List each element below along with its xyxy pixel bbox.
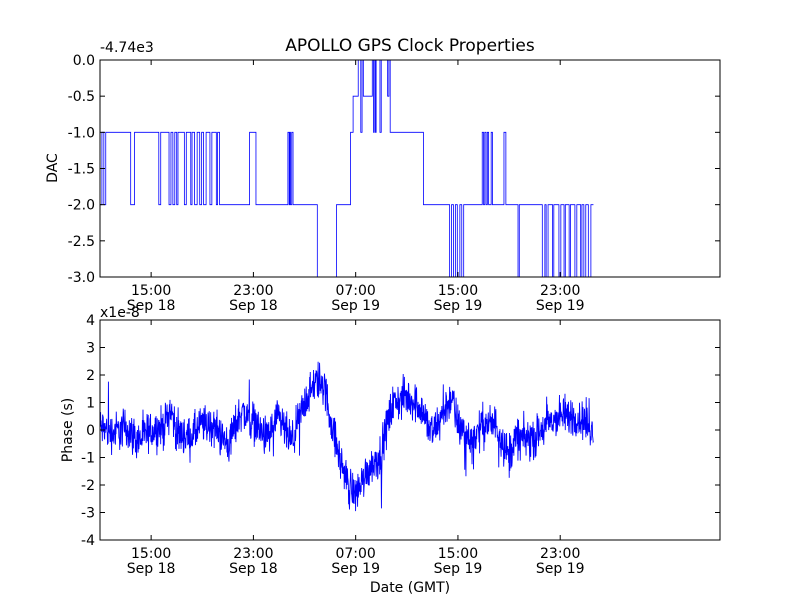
phase-xtick-date-label: Sep 19 [434,561,483,577]
phase-xtick-date-label: Sep 19 [536,561,585,577]
phase-xtick-time-label: 07:00 [335,546,375,562]
phase-xtick-date-label: Sep 19 [331,561,380,577]
phase-xtick-time-label: 15:00 [131,546,171,562]
dac-ytick-label: 0.0 [73,53,95,69]
dac-xtick-date-label: Sep 19 [434,298,483,314]
dac-xtick-date-label: Sep 18 [229,298,278,314]
dac-ytick-label: -3.0 [68,270,95,286]
dac-ytick-label: -1.5 [68,162,95,178]
phase-ytick-label: 1 [86,396,95,412]
dac-xtick-time-label: 15:00 [438,283,478,299]
phase-ytick-label: -4 [81,533,95,549]
dac-xtick-date-label: Sep 19 [536,298,585,314]
dac-ytick-label: -1.0 [68,125,95,141]
phase-ytick-label: -2 [81,478,95,494]
phase-xtick-time-label: 23:00 [540,546,580,562]
dac-xtick-date-label: Sep 19 [331,298,380,314]
dac-ytick-label: -2.0 [68,198,95,214]
dac-ylabel: DAC [45,153,61,183]
dac-xtick-time-label: 15:00 [131,283,171,299]
dac-offset-label: -4.74e3 [100,40,154,56]
dac-xtick-time-label: 23:00 [540,283,580,299]
phase-series-line [100,361,594,512]
phase-offset-label: x1e-8 [100,305,140,321]
dac-xtick-time-label: 23:00 [233,283,273,299]
phase-ytick-label: 0 [86,423,95,439]
dac-ytick-label: -2.5 [68,234,95,250]
phase-ytick-label: -3 [81,506,95,522]
phase-ytick-label: 3 [86,341,95,357]
x-axis-label: Date (GMT) [370,580,450,596]
dac-series-line [100,60,594,277]
phase-ylabel: Phase (s) [60,398,76,462]
phase-ytick-label: 2 [86,368,95,384]
phase-xtick-time-label: 23:00 [233,546,273,562]
dac-xtick-date-label: Sep 18 [127,298,176,314]
phase-ytick-label: 4 [86,313,95,329]
phase-xtick-date-label: Sep 18 [229,561,278,577]
dac-xtick-time-label: 07:00 [335,283,375,299]
figure-title: APOLLO GPS Clock Properties [285,36,535,56]
phase-xtick-date-label: Sep 18 [127,561,176,577]
phase-ytick-label: -1 [81,451,95,467]
dac-ytick-label: -0.5 [68,89,95,105]
phase-xtick-time-label: 15:00 [438,546,478,562]
